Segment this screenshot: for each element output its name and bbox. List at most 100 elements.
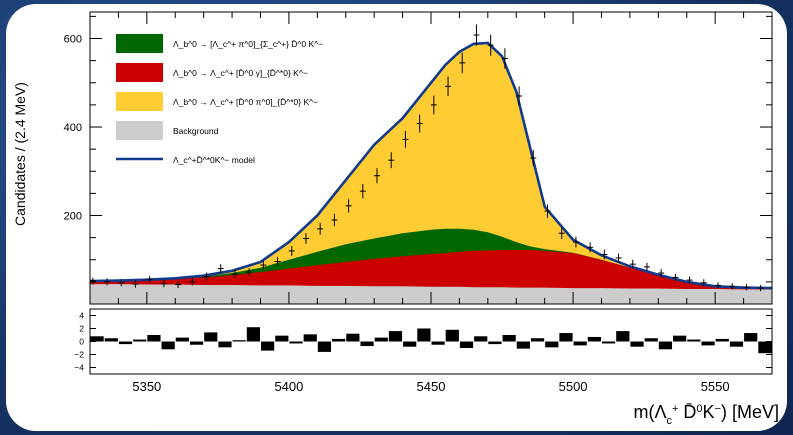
data-point — [246, 268, 253, 277]
data-point — [729, 283, 736, 290]
x-tick-label: 5400 — [274, 379, 303, 394]
pull-bar — [559, 333, 573, 342]
pull-bar — [218, 341, 232, 348]
pull-bar — [360, 341, 374, 347]
x-axis-label-part: m(Λ — [633, 402, 666, 422]
data-point — [686, 276, 693, 284]
legend-label: Λ_b^0 → Λ_c^+ [D̄^0 π^0]_{D̄^*0} K^− — [173, 97, 318, 107]
data-point — [118, 279, 125, 287]
x-axis-label-part: − — [715, 403, 721, 415]
data-point — [160, 280, 167, 288]
pull-bar — [388, 331, 403, 342]
pull-bar — [90, 336, 104, 342]
pull-bar — [133, 339, 147, 342]
legend-swatch — [116, 34, 163, 53]
pull-bar — [403, 341, 417, 347]
data-point — [217, 264, 224, 274]
data-point — [587, 242, 594, 253]
data-point — [189, 278, 196, 286]
pull-bar — [530, 338, 545, 342]
data-point — [345, 199, 352, 213]
data-point — [274, 257, 281, 266]
x-tick-label: 5500 — [559, 379, 588, 394]
pull-bar — [189, 341, 204, 345]
model-curve — [89, 41, 773, 290]
legend-swatch — [116, 121, 163, 140]
data-point — [374, 168, 381, 184]
x-axis-label-part: ) [MeV] — [721, 402, 779, 422]
data-point — [743, 284, 750, 291]
pull-bar — [303, 334, 317, 342]
data-point — [402, 131, 409, 148]
pull-bar — [204, 332, 218, 342]
data-point — [473, 24, 480, 46]
legend-swatch — [116, 92, 163, 111]
pull-tick-label: −4 — [74, 363, 84, 373]
pull-bar — [431, 341, 445, 345]
data-point — [544, 204, 551, 218]
pull-bar — [459, 341, 474, 348]
x-axis-label-part: c — [666, 415, 672, 427]
pull-bar — [317, 341, 332, 352]
data-point — [331, 213, 338, 227]
data-point — [445, 76, 452, 97]
pull-bar — [175, 337, 189, 342]
pull-tick-label: −2 — [74, 350, 84, 360]
pull-bar — [729, 341, 744, 347]
data-point — [700, 279, 707, 287]
x-axis-label-part: 0 — [696, 403, 702, 415]
data-point — [302, 233, 309, 244]
data-point — [572, 236, 579, 248]
pull-bar — [147, 335, 161, 342]
pull-bar — [687, 339, 701, 342]
pull-bar — [488, 341, 502, 345]
x-tick-label: 5350 — [132, 379, 161, 394]
pull-bar — [758, 341, 772, 354]
legend-label: Λ_b^0 → Λ_c^+ [D̄^0 γ]_{D̄^*0} K^− — [173, 68, 308, 78]
data-point — [516, 86, 523, 106]
data-point — [757, 284, 764, 292]
data-point — [459, 52, 466, 74]
pull-bar — [232, 340, 246, 342]
data-point — [615, 253, 622, 263]
pull-bar — [417, 328, 431, 342]
pull-bar — [332, 338, 346, 342]
pull-bar — [118, 341, 133, 345]
legend-label: Background — [173, 126, 219, 136]
data-point — [672, 273, 679, 281]
data-point — [317, 223, 324, 235]
pull-bar — [346, 333, 360, 342]
pull-bar — [246, 327, 260, 342]
pull-bar — [673, 335, 687, 342]
data-point — [104, 278, 111, 286]
main-plot-area: 200 400 600 — [64, 11, 773, 305]
data-point — [558, 227, 565, 239]
x-axis-label: m(Λc+ D̄0K−) [MeV] — [633, 402, 779, 427]
data-point — [146, 276, 153, 284]
pull-bar — [658, 341, 673, 350]
data-point — [288, 246, 295, 256]
data-point — [658, 269, 665, 278]
pull-tick-label: 0 — [79, 337, 84, 347]
y-tick-label: 600 — [64, 34, 82, 46]
pull-plot-area: 5350 5400 5450 5500 5550 4 2 0 −2 −4 — [74, 308, 773, 394]
data-point — [203, 272, 210, 281]
pull-bar — [261, 341, 275, 351]
data-point — [501, 48, 508, 69]
legend-swatch — [116, 63, 163, 82]
pull-bar — [516, 341, 530, 349]
plot-card: 200 400 600 5350 5400 5450 5500 5550 4 2 0 −2 −4 Λ_… — [6, 4, 787, 431]
pull-tick-label: 2 — [79, 324, 84, 334]
legend-label: Λ_c^+D̄^*0K^− model — [173, 155, 255, 165]
pull-bar — [374, 337, 388, 342]
pull-bar — [289, 341, 303, 344]
data-point — [430, 95, 437, 115]
data-point — [629, 259, 636, 269]
pull-bar — [545, 341, 559, 348]
x-tick-label: 5550 — [701, 379, 730, 394]
pull-bar — [573, 341, 587, 346]
pull-bar — [502, 335, 516, 342]
pull-bar — [644, 338, 658, 342]
pull-plot-frame — [89, 308, 773, 375]
